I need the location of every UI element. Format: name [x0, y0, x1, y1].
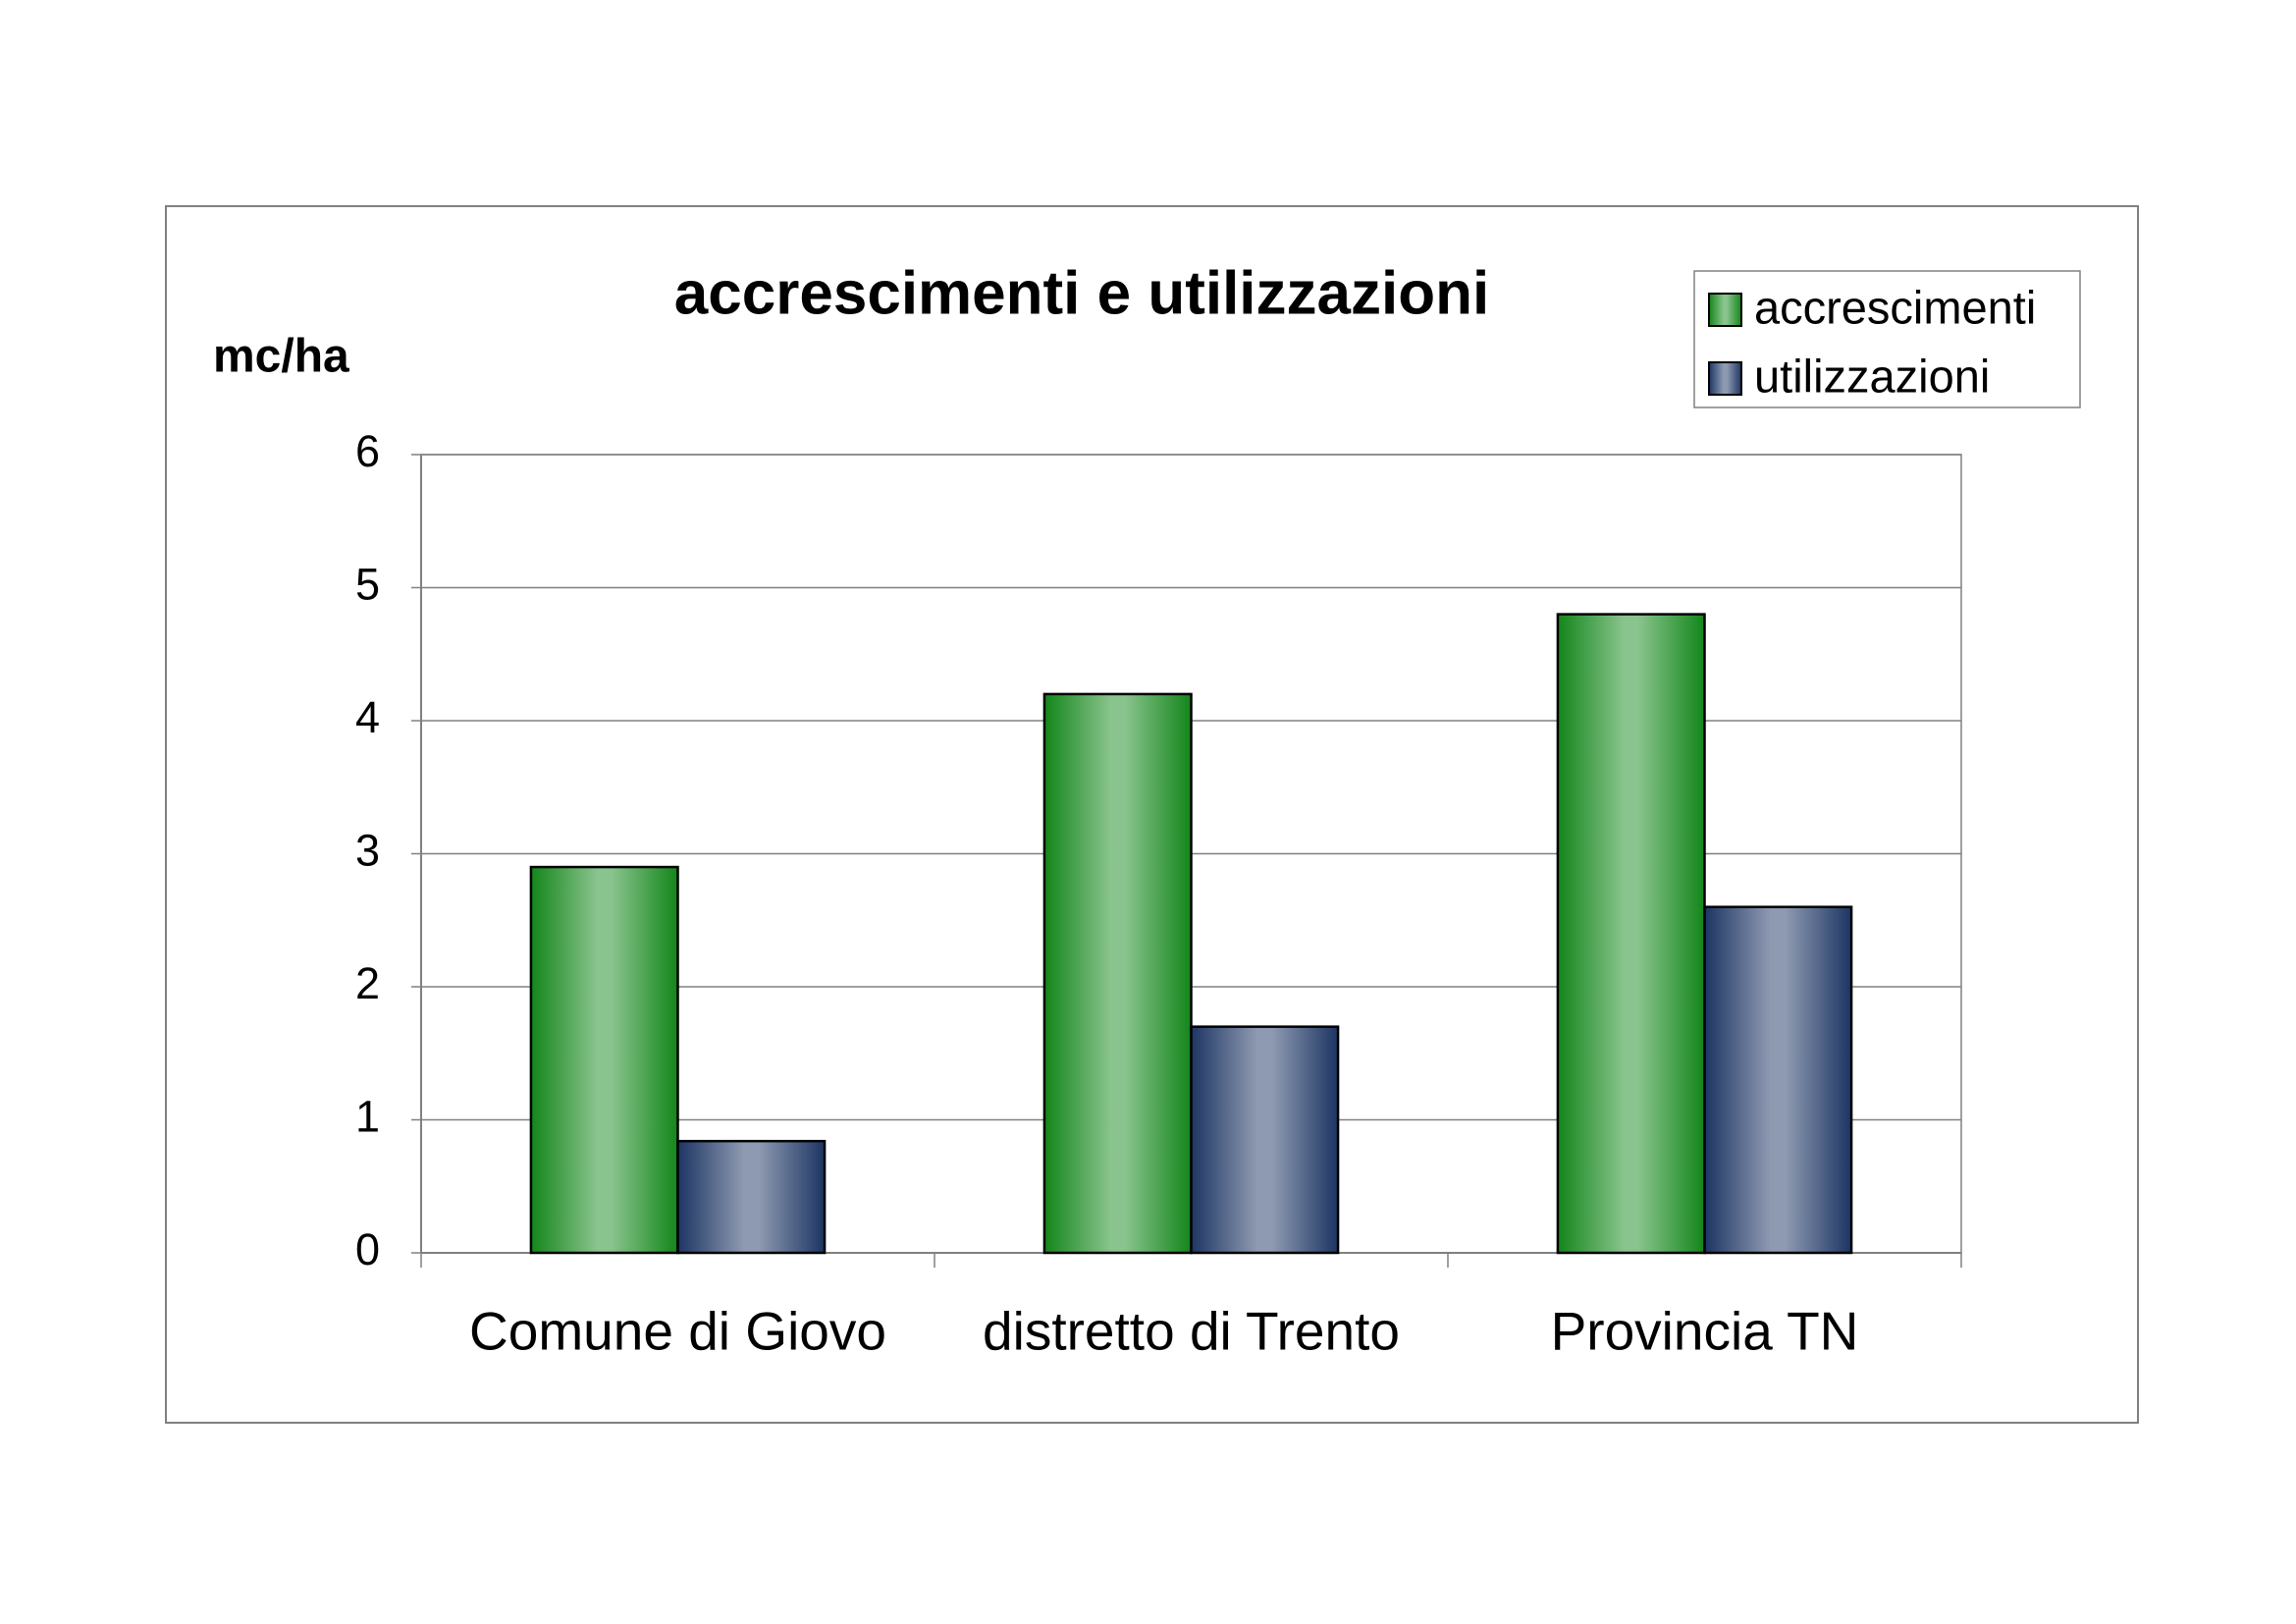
bar	[529, 865, 679, 1255]
x-tick-label: Provincia TN	[1551, 1301, 1859, 1362]
bar	[1042, 692, 1193, 1255]
legend-label: utilizzazioni	[1754, 350, 1990, 402]
y-tick-label: 3	[355, 825, 380, 875]
x-tick-label: Comune di Giovo	[469, 1301, 886, 1362]
chart-title: accrescimenti e utilizzazioni	[674, 259, 1489, 327]
y-tick-label: 1	[355, 1091, 380, 1141]
bar	[1703, 905, 1853, 1255]
bar	[1190, 1025, 1340, 1255]
bar	[1556, 613, 1706, 1255]
y-tick-label: 6	[355, 426, 380, 476]
legend-label: accrescimenti	[1754, 281, 2036, 333]
legend-swatch	[1708, 361, 1742, 396]
y-tick-label: 5	[355, 559, 380, 609]
y-tick-label: 2	[355, 958, 380, 1008]
legend	[1693, 270, 2081, 408]
y-tick-label: 4	[355, 692, 380, 742]
legend-swatch	[1708, 293, 1742, 327]
y-axis-label: mc/ha	[213, 331, 349, 383]
x-tick-label: distretto di Trento	[983, 1301, 1400, 1362]
bar	[676, 1139, 827, 1255]
y-tick-label: 0	[355, 1224, 380, 1274]
